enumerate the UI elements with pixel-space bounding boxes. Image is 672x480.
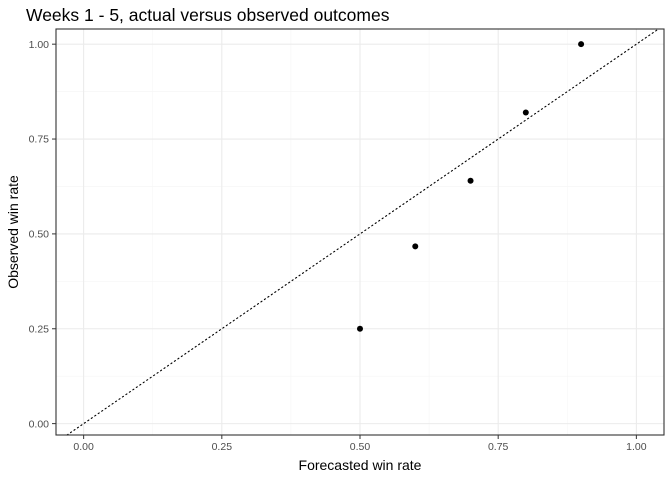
identity-reference-line — [66, 28, 660, 436]
data-point — [578, 41, 585, 48]
data-point — [412, 243, 419, 250]
data-point — [467, 177, 474, 184]
y-tick-label: 0.25 — [29, 323, 50, 335]
data-point — [522, 109, 529, 116]
x-tick-label: 0.75 — [488, 441, 509, 453]
major-gridlines — [56, 29, 664, 435]
x-tick-label: 0.25 — [212, 441, 233, 453]
y-tick-label: 1.00 — [29, 39, 50, 51]
x-axis-ticks: 0.00 0.25 0.50 0.75 1.00 — [73, 435, 647, 453]
y-axis-ticks: 0.00 0.25 0.50 0.75 1.00 — [29, 39, 56, 430]
y-axis-title: Observed win rate — [5, 175, 21, 289]
chart-title: Weeks 1 - 5, actual versus observed outc… — [26, 5, 390, 25]
x-tick-label: 0.50 — [350, 441, 371, 453]
data-points — [357, 41, 585, 332]
y-tick-label: 0.75 — [29, 134, 50, 146]
x-tick-label: 0.00 — [73, 441, 94, 453]
y-tick-label: 0.00 — [29, 418, 50, 430]
x-tick-label: 1.00 — [626, 441, 647, 453]
x-axis-title: Forecasted win rate — [299, 457, 422, 473]
data-point — [357, 325, 363, 332]
y-tick-label: 0.50 — [29, 229, 50, 241]
